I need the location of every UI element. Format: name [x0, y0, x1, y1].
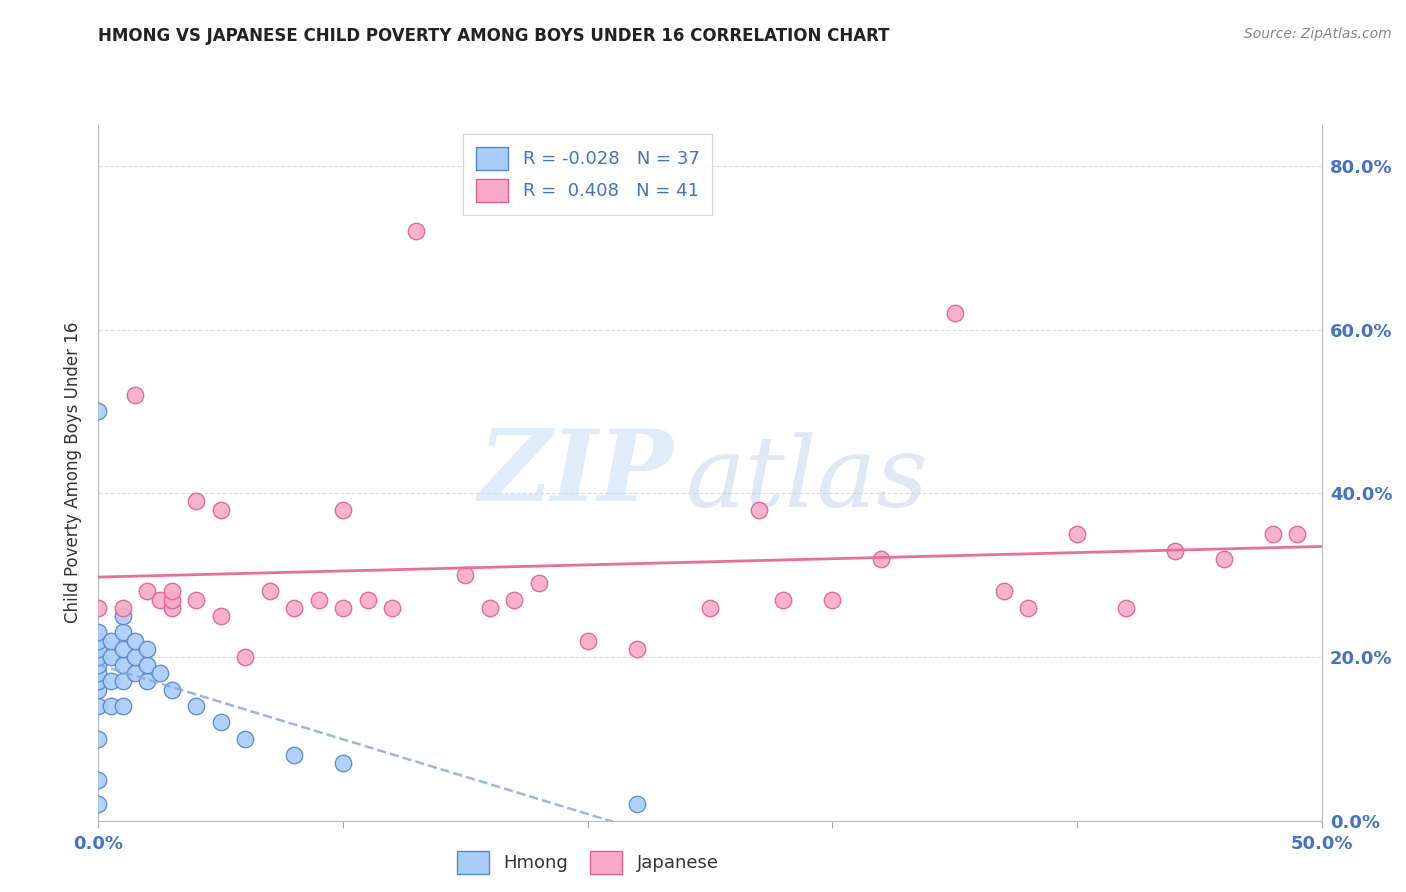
- Point: [87, 731, 110, 746]
- Point: [209, 502, 232, 516]
- Point: [87, 649, 110, 664]
- Point: [111, 658, 134, 673]
- Point: [381, 600, 404, 615]
- Point: [821, 592, 844, 607]
- Point: [772, 592, 794, 607]
- Point: [283, 748, 305, 763]
- Point: [87, 625, 110, 640]
- Point: [124, 388, 146, 402]
- Point: [149, 666, 172, 681]
- Point: [1066, 527, 1088, 541]
- Point: [160, 592, 183, 607]
- Point: [356, 592, 378, 607]
- Point: [124, 633, 146, 648]
- Point: [332, 600, 354, 615]
- Point: [993, 584, 1015, 599]
- Point: [1115, 600, 1137, 615]
- Point: [186, 494, 208, 508]
- Point: [748, 502, 770, 516]
- Point: [870, 551, 893, 566]
- Point: [136, 674, 159, 689]
- Point: [160, 600, 183, 615]
- Point: [136, 584, 159, 599]
- Point: [283, 600, 305, 615]
- Text: ZIP: ZIP: [478, 425, 673, 521]
- Point: [527, 576, 550, 591]
- Point: [209, 715, 232, 730]
- Text: atlas: atlas: [686, 432, 928, 527]
- Point: [87, 600, 110, 615]
- Point: [503, 592, 526, 607]
- Point: [149, 592, 172, 607]
- Point: [259, 584, 281, 599]
- Point: [100, 633, 122, 648]
- Point: [111, 625, 134, 640]
- Text: Source: ZipAtlas.com: Source: ZipAtlas.com: [1244, 27, 1392, 41]
- Point: [1286, 527, 1309, 541]
- Point: [87, 658, 110, 673]
- Point: [209, 609, 232, 624]
- Point: [100, 649, 122, 664]
- Point: [136, 641, 159, 656]
- Point: [87, 772, 110, 787]
- Point: [478, 600, 501, 615]
- Point: [124, 666, 146, 681]
- Point: [87, 633, 110, 648]
- Point: [100, 699, 122, 714]
- Y-axis label: Child Poverty Among Boys Under 16: Child Poverty Among Boys Under 16: [65, 322, 83, 624]
- Point: [626, 797, 648, 812]
- Point: [160, 584, 183, 599]
- Point: [111, 641, 134, 656]
- Point: [87, 797, 110, 812]
- Point: [1017, 600, 1039, 615]
- Point: [308, 592, 330, 607]
- Point: [233, 731, 256, 746]
- Text: HMONG VS JAPANESE CHILD POVERTY AMONG BOYS UNDER 16 CORRELATION CHART: HMONG VS JAPANESE CHILD POVERTY AMONG BO…: [98, 27, 890, 45]
- Point: [626, 641, 648, 656]
- Point: [87, 682, 110, 697]
- Point: [1212, 551, 1234, 566]
- Point: [87, 404, 110, 418]
- Point: [332, 756, 354, 771]
- Point: [454, 568, 477, 582]
- Point: [87, 666, 110, 681]
- Point: [160, 682, 183, 697]
- Point: [111, 699, 134, 714]
- Point: [136, 658, 159, 673]
- Legend: Hmong, Japanese: Hmong, Japanese: [450, 844, 725, 881]
- Point: [1164, 543, 1187, 558]
- Point: [124, 649, 146, 664]
- Point: [405, 224, 427, 238]
- Point: [111, 600, 134, 615]
- Point: [186, 592, 208, 607]
- Point: [1261, 527, 1284, 541]
- Point: [87, 641, 110, 656]
- Point: [186, 699, 208, 714]
- Point: [87, 699, 110, 714]
- Point: [87, 674, 110, 689]
- Point: [100, 674, 122, 689]
- Point: [233, 649, 256, 664]
- Point: [699, 600, 721, 615]
- Point: [332, 502, 354, 516]
- Point: [111, 674, 134, 689]
- Point: [576, 633, 599, 648]
- Point: [111, 609, 134, 624]
- Point: [943, 306, 966, 320]
